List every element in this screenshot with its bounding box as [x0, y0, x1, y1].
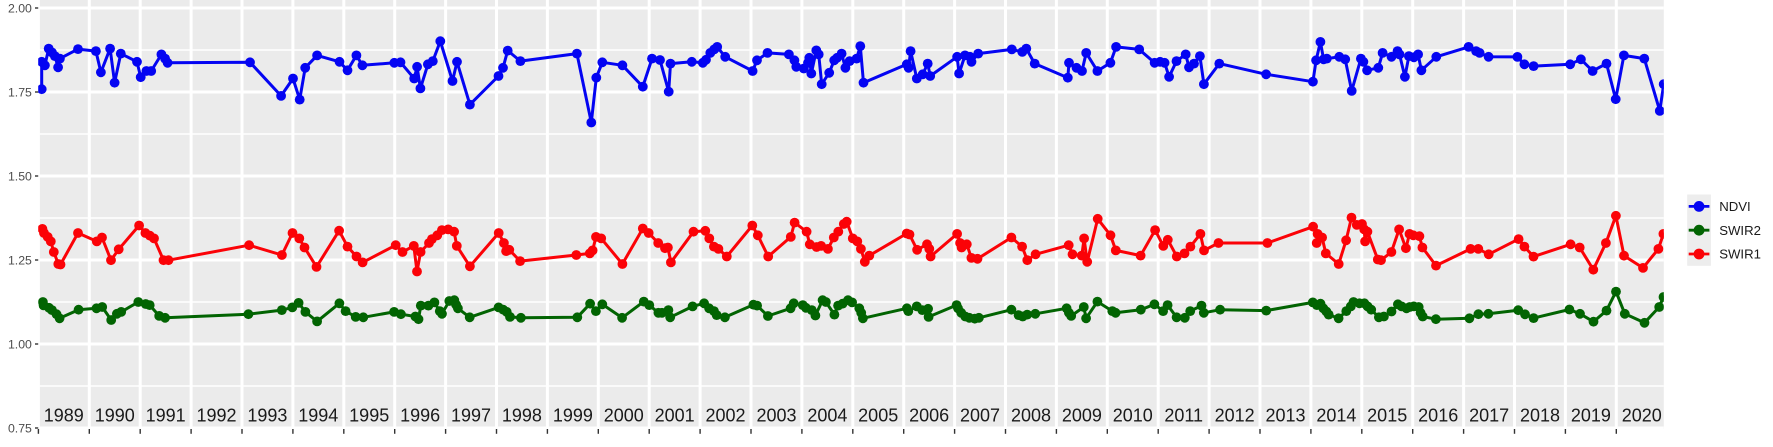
svg-text:2003: 2003	[756, 406, 796, 426]
svg-text:2012: 2012	[1215, 406, 1255, 426]
svg-text:2.00: 2.00	[8, 1, 32, 15]
svg-text:2020: 2020	[1622, 406, 1662, 426]
svg-text:1994: 1994	[298, 406, 338, 426]
svg-text:2013: 2013	[1265, 406, 1305, 426]
svg-text:2015: 2015	[1367, 406, 1407, 426]
svg-text:1991: 1991	[146, 406, 186, 426]
svg-text:1.25: 1.25	[8, 253, 32, 267]
svg-text:2010: 2010	[1113, 406, 1153, 426]
svg-text:SWIR2: SWIR2	[1719, 223, 1761, 238]
svg-text:1999: 1999	[553, 406, 593, 426]
svg-text:1996: 1996	[400, 406, 440, 426]
svg-text:2006: 2006	[909, 406, 949, 426]
svg-text:2018: 2018	[1520, 406, 1560, 426]
svg-text:2017: 2017	[1469, 406, 1509, 426]
svg-text:2002: 2002	[705, 406, 745, 426]
svg-text:2008: 2008	[1011, 406, 1051, 426]
svg-text:1.50: 1.50	[8, 169, 32, 183]
svg-text:2011: 2011	[1164, 406, 1203, 426]
svg-text:2019: 2019	[1571, 406, 1611, 426]
svg-text:2007: 2007	[960, 406, 1000, 426]
svg-text:0.75: 0.75	[8, 421, 32, 435]
svg-text:2005: 2005	[858, 406, 898, 426]
svg-text:1995: 1995	[349, 406, 389, 426]
svg-text:2001: 2001	[655, 406, 695, 426]
svg-text:2000: 2000	[604, 406, 644, 426]
svg-text:2004: 2004	[807, 406, 847, 426]
svg-text:2016: 2016	[1418, 406, 1458, 426]
svg-text:NDVI: NDVI	[1719, 199, 1751, 214]
svg-text:1989: 1989	[44, 406, 84, 426]
svg-text:1998: 1998	[502, 406, 542, 426]
svg-text:SWIR1: SWIR1	[1719, 247, 1761, 262]
svg-text:1.75: 1.75	[8, 85, 32, 99]
svg-text:1993: 1993	[247, 406, 287, 426]
svg-text:1997: 1997	[451, 406, 491, 426]
svg-text:1992: 1992	[196, 406, 236, 426]
svg-text:1990: 1990	[95, 406, 135, 426]
svg-text:2009: 2009	[1062, 406, 1102, 426]
svg-text:1.00: 1.00	[8, 337, 32, 351]
svg-text:2014: 2014	[1316, 406, 1356, 426]
